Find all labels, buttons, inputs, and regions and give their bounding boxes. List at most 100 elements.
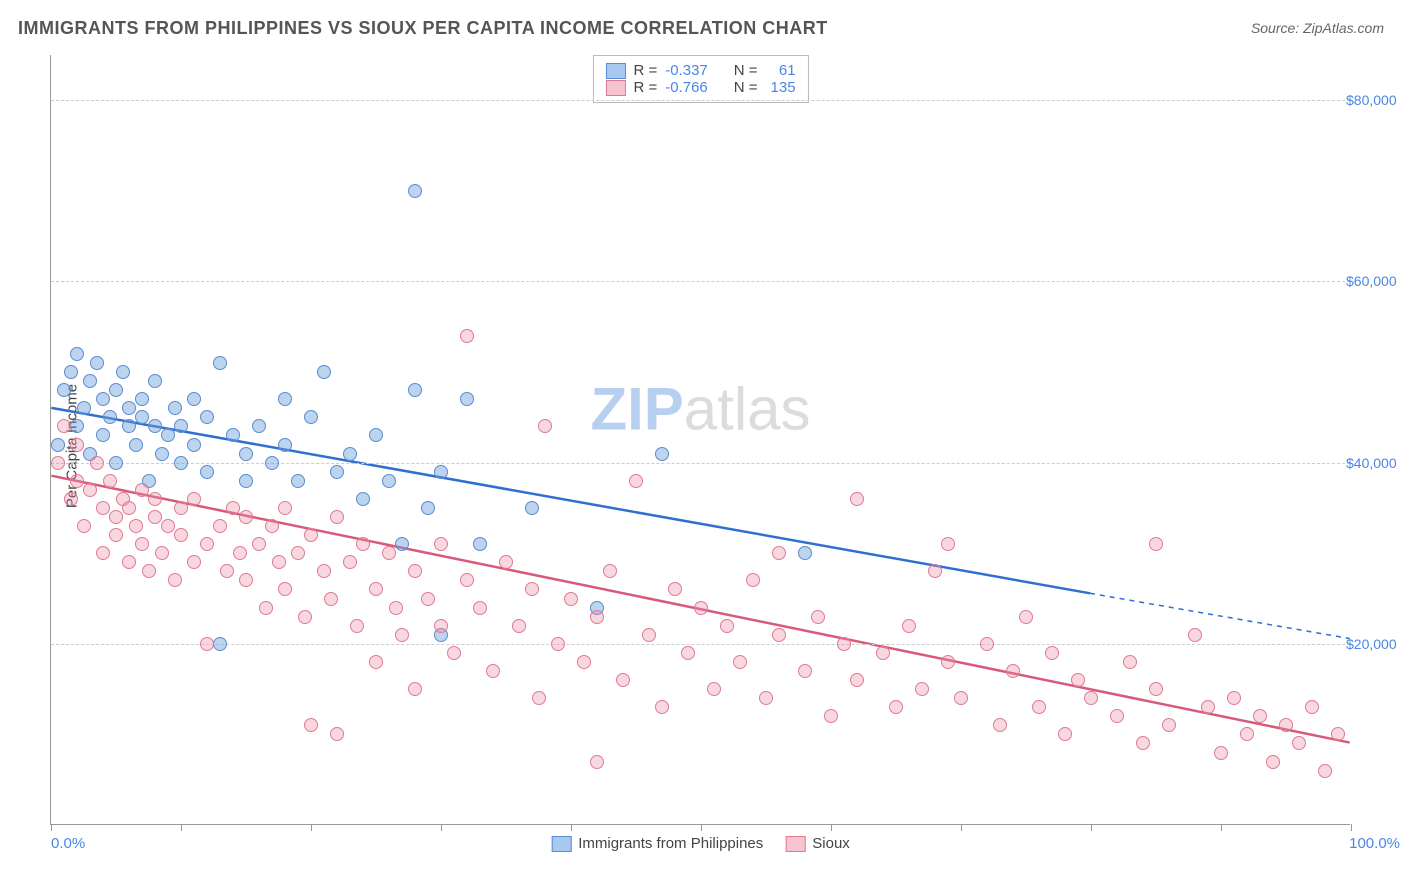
data-point: [525, 582, 539, 596]
data-point: [213, 637, 227, 651]
data-point: [1149, 537, 1163, 551]
data-point: [129, 519, 143, 533]
data-point: [96, 428, 110, 442]
data-point: [486, 664, 500, 678]
data-point: [1279, 718, 1293, 732]
data-point: [1110, 709, 1124, 723]
data-point: [421, 592, 435, 606]
data-point: [330, 727, 344, 741]
data-point: [720, 619, 734, 633]
gridline: [51, 100, 1350, 101]
data-point: [155, 447, 169, 461]
data-point: [928, 564, 942, 578]
data-point: [395, 537, 409, 551]
data-point: [96, 501, 110, 515]
data-point: [304, 718, 318, 732]
gridline: [51, 644, 1350, 645]
data-point: [1305, 700, 1319, 714]
data-point: [1071, 673, 1085, 687]
data-point: [109, 383, 123, 397]
x-tick-mark: [441, 824, 442, 831]
data-point: [174, 456, 188, 470]
data-point: [915, 682, 929, 696]
watermark-atlas: atlas: [684, 375, 811, 442]
data-point: [200, 637, 214, 651]
data-point: [473, 601, 487, 615]
n-value: 135: [766, 79, 796, 96]
data-point: [272, 555, 286, 569]
data-point: [408, 564, 422, 578]
data-point: [577, 655, 591, 669]
data-point: [655, 700, 669, 714]
data-point: [70, 474, 84, 488]
data-point: [51, 438, 65, 452]
x-tick-mark: [961, 824, 962, 831]
data-point: [148, 419, 162, 433]
data-point: [122, 401, 136, 415]
data-point: [187, 438, 201, 452]
data-point: [174, 419, 188, 433]
data-point: [772, 546, 786, 560]
data-point: [57, 419, 71, 433]
x-tick-mark: [51, 824, 52, 831]
data-point: [434, 619, 448, 633]
legend-row: R =-0.766N =135: [605, 79, 795, 96]
data-point: [772, 628, 786, 642]
data-point: [532, 691, 546, 705]
plot-area: ZIPatlas R =-0.337N =61R =-0.766N =135 I…: [50, 55, 1350, 825]
data-point: [1084, 691, 1098, 705]
data-point: [324, 592, 338, 606]
data-point: [993, 718, 1007, 732]
data-point: [681, 646, 695, 660]
data-point: [70, 419, 84, 433]
data-point: [980, 637, 994, 651]
r-value: -0.766: [665, 79, 708, 96]
data-point: [317, 365, 331, 379]
data-point: [252, 537, 266, 551]
data-point: [200, 537, 214, 551]
data-point: [70, 438, 84, 452]
data-point: [317, 564, 331, 578]
data-point: [525, 501, 539, 515]
data-point: [473, 537, 487, 551]
data-point: [278, 392, 292, 406]
data-point: [369, 655, 383, 669]
data-point: [1162, 718, 1176, 732]
data-point: [629, 474, 643, 488]
data-point: [304, 410, 318, 424]
data-point: [239, 573, 253, 587]
data-point: [200, 410, 214, 424]
data-point: [759, 691, 773, 705]
data-point: [90, 356, 104, 370]
data-point: [447, 646, 461, 660]
data-point: [187, 555, 201, 569]
data-point: [1318, 764, 1332, 778]
legend-row: R =-0.337N =61: [605, 62, 795, 79]
data-point: [226, 501, 240, 515]
data-point: [460, 392, 474, 406]
data-point: [512, 619, 526, 633]
data-point: [389, 601, 403, 615]
data-point: [96, 546, 110, 560]
data-point: [343, 447, 357, 461]
data-point: [1058, 727, 1072, 741]
data-point: [837, 637, 851, 651]
data-point: [174, 501, 188, 515]
y-tick-label: $40,000: [1346, 455, 1406, 471]
legend-item: Immigrants from Philippines: [551, 835, 763, 852]
data-point: [187, 392, 201, 406]
data-point: [122, 501, 136, 515]
data-point: [90, 456, 104, 470]
data-point: [109, 510, 123, 524]
x-tick-mark: [1221, 824, 1222, 831]
data-point: [135, 392, 149, 406]
data-point: [1006, 664, 1020, 678]
data-point: [109, 528, 123, 542]
data-point: [278, 501, 292, 515]
data-point: [356, 492, 370, 506]
data-point: [1019, 610, 1033, 624]
data-point: [798, 664, 812, 678]
data-point: [168, 401, 182, 415]
watermark-zip: ZIP: [590, 375, 683, 442]
data-point: [941, 537, 955, 551]
